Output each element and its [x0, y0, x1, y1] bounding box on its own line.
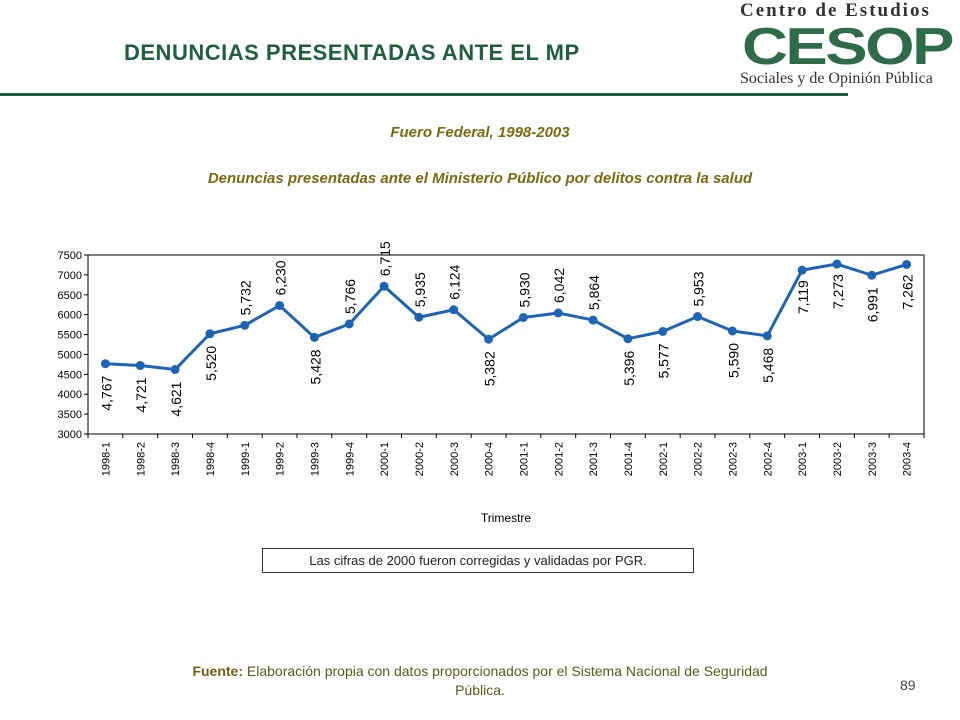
data-point — [658, 326, 668, 336]
x-tick-label: 1999-2 — [275, 442, 287, 476]
x-tick-label: 2002-1 — [658, 442, 670, 476]
data-point — [553, 308, 563, 318]
data-point — [832, 259, 842, 269]
data-label: 5,766 — [342, 279, 358, 314]
data-label: 5,468 — [760, 348, 776, 383]
data-label: 6,230 — [273, 260, 289, 295]
x-tick-label: 2001-2 — [553, 442, 565, 476]
x-tick-label: 1999-1 — [240, 442, 252, 476]
page-number: 89 — [900, 677, 916, 693]
title-divider — [0, 93, 848, 96]
y-tick-label: 6500 — [58, 290, 82, 302]
data-point — [379, 281, 389, 291]
data-point — [449, 305, 459, 315]
data-point — [867, 270, 877, 280]
x-tick-label: 2000-2 — [414, 442, 426, 476]
data-label: 5,930 — [516, 272, 532, 307]
y-tick-label: 5500 — [58, 330, 82, 342]
data-point — [275, 301, 285, 311]
x-tick-label: 2000-3 — [449, 442, 461, 476]
x-tick-label: 2002-3 — [727, 442, 739, 476]
data-label: 5,577 — [656, 343, 672, 378]
data-point — [205, 329, 215, 339]
y-tick-label: 7500 — [58, 250, 82, 262]
x-tick-label: 2002-2 — [693, 442, 705, 476]
cesop-logo: Centro de Estudios CESOP Sociales y de O… — [736, 0, 960, 96]
x-tick-label: 2001-1 — [518, 442, 530, 476]
x-tick-label: 2000-1 — [379, 442, 391, 476]
x-tick-label: 2002-4 — [762, 442, 774, 476]
data-point — [484, 334, 494, 344]
x-tick-label: 2000-4 — [484, 442, 496, 476]
data-point — [100, 359, 110, 369]
chart-description: Denuncias presentadas ante el Ministerio… — [207, 170, 753, 187]
data-label: 6,042 — [551, 268, 567, 303]
data-label: 5,864 — [586, 275, 602, 310]
data-label: 6,124 — [447, 264, 463, 299]
data-label: 5,953 — [691, 271, 707, 306]
data-label: 6,991 — [865, 287, 881, 322]
logo-line-bottom: Sociales y de Opinión Pública — [740, 70, 933, 87]
data-point — [797, 265, 807, 275]
y-tick-label: 6000 — [58, 310, 82, 322]
data-label: 5,732 — [238, 280, 254, 315]
data-point — [135, 361, 145, 371]
x-tick-label: 2003-3 — [867, 442, 879, 476]
x-tick-label: 1999-3 — [309, 442, 321, 476]
data-point — [240, 320, 250, 330]
data-point — [518, 312, 528, 322]
data-label: 5,396 — [621, 350, 637, 385]
data-label: 6,715 — [377, 241, 393, 276]
data-point — [623, 334, 633, 344]
x-tick-label: 2003-4 — [902, 442, 914, 476]
logo-mark-text: CESOP — [742, 24, 952, 68]
data-label: 4,621 — [168, 381, 184, 416]
y-tick-label: 4500 — [58, 369, 82, 381]
source-text: Elaboración propia con datos proporciona… — [243, 663, 768, 698]
x-tick-label: 2001-4 — [623, 442, 635, 476]
data-label: 5,520 — [203, 346, 219, 381]
data-point — [693, 312, 703, 322]
page-title: DENUNCIAS PRESENTADAS ANTE EL MP — [124, 40, 580, 65]
data-point — [344, 319, 354, 329]
line-chart: 3000 3500 4000 4500 5000 5500 6000 6500 7000 7500… — [58, 241, 925, 525]
data-label: 7,262 — [900, 274, 916, 309]
data-point — [902, 259, 912, 269]
data-label: 4,721 — [133, 377, 149, 412]
y-tick-label: 5000 — [58, 349, 82, 361]
chart-subtitle: Fuero Federal, 1998-2003 — [390, 124, 570, 141]
data-label: 5,935 — [412, 272, 428, 307]
x-tick-label: 2003-1 — [797, 442, 809, 476]
data-label: 5,428 — [307, 349, 323, 384]
logo-mark: CESOP — [740, 24, 954, 68]
x-tick-label: 1999-4 — [344, 442, 356, 476]
data-point — [727, 326, 737, 336]
x-tick-label: 1998-2 — [135, 442, 147, 476]
data-point — [309, 332, 319, 342]
x-axis-label: Trimestre — [481, 511, 532, 525]
data-point — [762, 331, 772, 341]
y-tick-label: 4000 — [58, 389, 82, 401]
data-point — [414, 312, 424, 322]
source-note: Fuente: Elaboración propia con datos pro… — [180, 662, 780, 700]
y-tick-label: 3000 — [58, 429, 82, 441]
data-label: 7,119 — [795, 280, 811, 314]
data-point — [588, 315, 598, 325]
data-label: 5,590 — [725, 343, 741, 378]
x-tick-label: 2001-3 — [588, 442, 600, 476]
data-label: 7,273 — [830, 274, 846, 309]
logo-line-top: Centro de Estudios — [740, 0, 931, 21]
x-tick-label: 1998-1 — [100, 442, 112, 476]
y-tick-label: 3500 — [58, 409, 82, 421]
x-tick-label: 2003-2 — [832, 442, 844, 476]
y-tick-label: 7000 — [58, 270, 82, 282]
source-label: Fuente: — [192, 663, 243, 679]
series-line — [105, 262, 908, 372]
x-tick-label: 1998-4 — [205, 442, 217, 476]
note-box: Las cifras de 2000 fueron corregidas y v… — [262, 548, 694, 573]
data-label: 4,767 — [98, 376, 114, 411]
x-tick-label: 1998-3 — [170, 442, 182, 476]
data-label: 5,382 — [482, 351, 498, 386]
data-point — [170, 365, 180, 375]
